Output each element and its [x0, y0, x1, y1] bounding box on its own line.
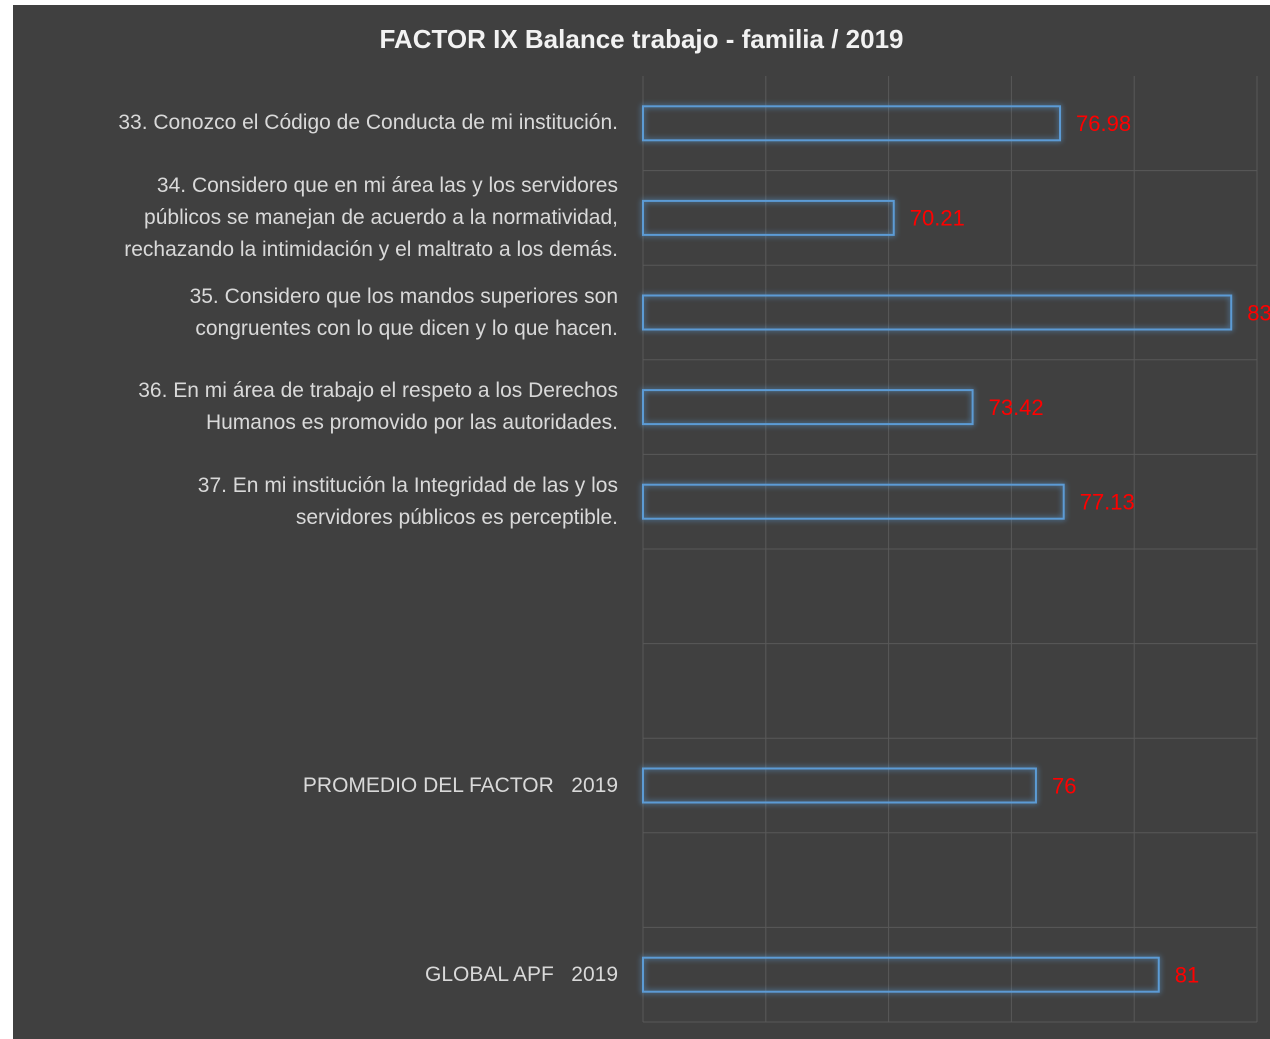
y-tick-label: GLOBAL APF 2019: [425, 962, 618, 986]
chart-background: [13, 5, 1270, 1039]
bar: [642, 483, 1065, 520]
data-label: 76: [1052, 773, 1076, 798]
bar: [642, 956, 1160, 993]
y-tick-label: 33. Conozco el Código de Conducta de mi …: [118, 111, 618, 135]
data-label: 77.13: [1080, 490, 1135, 515]
y-tick-label: 34. Considero que en mi área las y los s…: [124, 173, 618, 261]
chart-title: FACTOR IX Balance trabajo - familia / 20…: [379, 24, 904, 54]
bar: [642, 294, 1233, 331]
y-tick-label: 37. En mi institución la Integridad de l…: [197, 473, 618, 529]
data-label: 76.98: [1076, 111, 1131, 136]
bar: [642, 389, 974, 426]
data-label: 83.95: [1247, 300, 1270, 325]
y-tick-label: PROMEDIO DEL FACTOR 2019: [302, 773, 618, 797]
bar: [642, 105, 1062, 142]
y-tick-label: 36. En mi área de trabajo el respeto a l…: [138, 379, 618, 435]
data-label: 70.21: [910, 206, 965, 231]
bar: [642, 767, 1037, 804]
data-label: 81: [1175, 963, 1199, 988]
y-tick-label: 35. Considero que los mandos superiores …: [189, 284, 618, 340]
bar: [642, 199, 895, 236]
data-label: 73.42: [989, 395, 1044, 420]
